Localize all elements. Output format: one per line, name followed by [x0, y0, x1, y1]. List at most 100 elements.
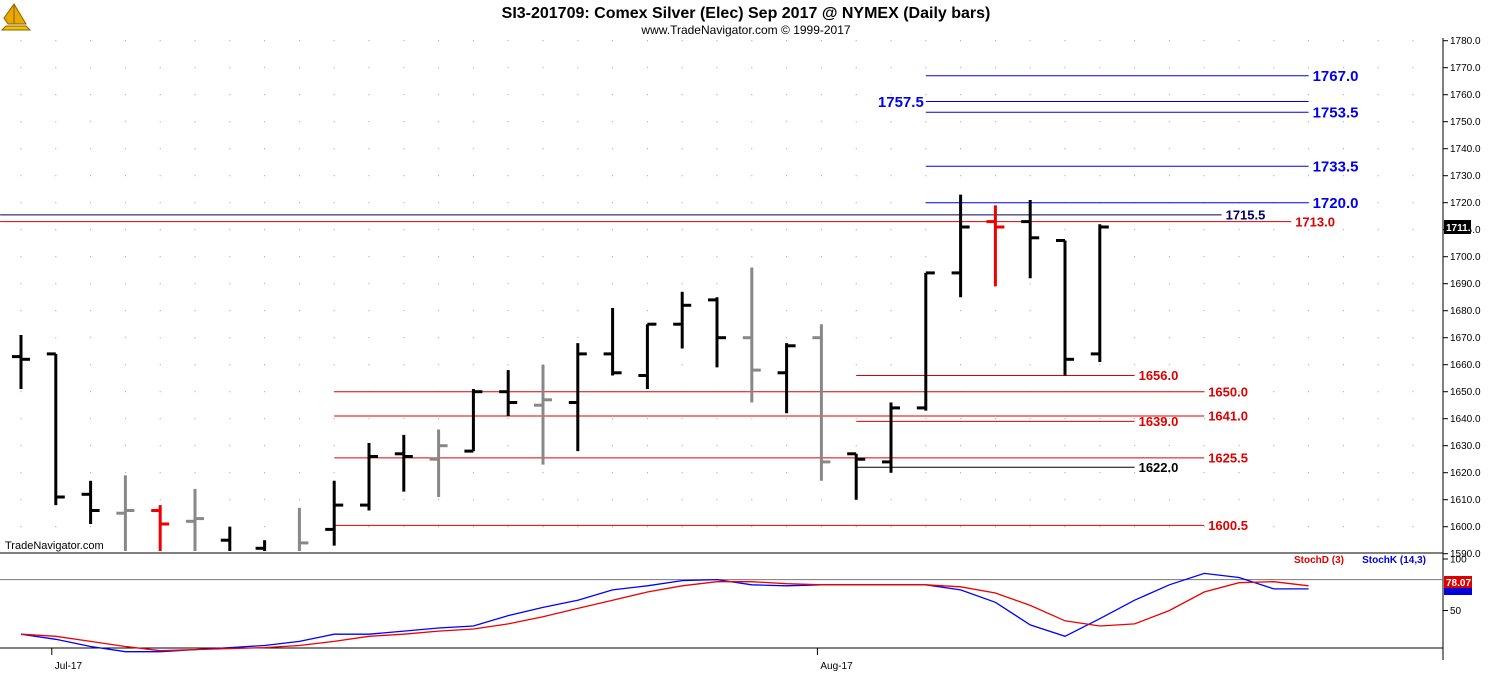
price-axis: 1590.0 1600.0 1610.0 1620.0 1630.0 1640.0 1650… — [1443, 36, 1481, 560]
grid-dot — [20, 310, 22, 312]
grid-dot — [855, 40, 857, 42]
grid-dot — [298, 121, 300, 123]
grid-dot — [716, 202, 718, 204]
grid-dot — [472, 526, 474, 528]
grid-dot — [264, 229, 266, 231]
grid-dot — [855, 256, 857, 258]
grid-dot — [1342, 202, 1344, 204]
grid-dot — [1377, 67, 1379, 69]
grid-dot — [368, 310, 370, 312]
grid-dot — [333, 94, 335, 96]
grid-dot — [1412, 40, 1414, 42]
grid-dot — [1342, 337, 1344, 339]
grid-dot — [820, 67, 822, 69]
grid-dot — [855, 175, 857, 177]
grid-dot — [1029, 337, 1031, 339]
grid-dot — [646, 94, 648, 96]
grid-dot — [925, 499, 927, 501]
grid-dot — [890, 40, 892, 42]
grid-dot — [55, 229, 57, 231]
grid-dot — [577, 94, 579, 96]
grid-dot — [1273, 229, 1275, 231]
grid-dot — [542, 148, 544, 150]
grid-dot — [646, 202, 648, 204]
grid-dot — [55, 202, 57, 204]
grid-dot — [1412, 526, 1414, 528]
grid-dot — [1377, 202, 1379, 204]
grid-dot — [542, 67, 544, 69]
grid-dot — [716, 472, 718, 474]
grid-dot — [1412, 229, 1414, 231]
grid-dot — [681, 256, 683, 258]
grid-dot — [1377, 445, 1379, 447]
grid-dot — [925, 256, 927, 258]
ohlc-bar — [777, 343, 796, 414]
grid-dot — [229, 229, 231, 231]
grid-dot — [298, 445, 300, 447]
grid-dot — [542, 283, 544, 285]
grid-dot — [1168, 256, 1170, 258]
grid-dot — [1238, 67, 1240, 69]
grid-dot — [438, 175, 440, 177]
grid-dot — [786, 472, 788, 474]
grid-dot — [786, 310, 788, 312]
grid-dot — [925, 418, 927, 420]
last-price-box — [1444, 220, 1471, 234]
ohlc-bar — [1056, 239, 1074, 376]
grid-dot — [1342, 175, 1344, 177]
level-label: 1715.5 — [1226, 208, 1266, 223]
grid-dot — [925, 40, 927, 42]
grid-dot — [472, 337, 474, 339]
grid-dot — [751, 499, 753, 501]
last-price-label: 1711.0 — [1446, 223, 1476, 234]
grid-dot — [716, 148, 718, 150]
level-label: 1600.5 — [1208, 518, 1248, 533]
grid-dot — [925, 148, 927, 150]
grid-dot — [925, 121, 927, 123]
grid-dot — [20, 445, 22, 447]
grid-dot — [646, 526, 648, 528]
grid-dot — [1099, 94, 1101, 96]
stochk-line — [20, 572, 1309, 653]
grid-dot — [1099, 526, 1101, 528]
grid-dot — [1377, 418, 1379, 420]
grid-dot — [55, 256, 57, 258]
grid-dot — [577, 229, 579, 231]
grid-dot — [612, 499, 614, 501]
grid-dot — [1203, 445, 1205, 447]
grid-dot — [90, 40, 92, 42]
grid-dot — [229, 67, 231, 69]
grid-dot — [159, 364, 161, 366]
grid-dot — [472, 364, 474, 366]
ohlc-bar — [603, 308, 622, 376]
grid-dot — [1168, 445, 1170, 447]
grid-dot — [124, 472, 126, 474]
grid-dot — [1099, 472, 1101, 474]
x-tick-label: Aug-17 — [820, 661, 853, 672]
grid-dot — [890, 175, 892, 177]
grid-dot — [1168, 148, 1170, 150]
grid-dot — [333, 364, 335, 366]
grid-dot — [333, 202, 335, 204]
grid-dot — [194, 472, 196, 474]
grid-dot — [472, 499, 474, 501]
grid-dot — [1238, 148, 1240, 150]
x-axis: Jul-17 Aug-17 — [51, 648, 853, 672]
grid-dot — [298, 472, 300, 474]
grid-dot — [472, 67, 474, 69]
grid-dot — [1099, 364, 1101, 366]
grid-dot — [1412, 418, 1414, 420]
ohlc-bar — [81, 480, 100, 524]
grid-dot — [1238, 94, 1240, 96]
legend-stochd: StochD (3) — [1294, 555, 1344, 566]
grid-dot — [994, 121, 996, 123]
grid-dot — [507, 94, 509, 96]
grid-dot — [1377, 229, 1379, 231]
x-tick-label: Jul-17 — [55, 661, 83, 672]
grid-dot — [716, 67, 718, 69]
grid-dot — [1064, 175, 1066, 177]
grid-dot — [298, 256, 300, 258]
grid-dot — [1029, 499, 1031, 501]
grid-dot — [1238, 121, 1240, 123]
grid-dot — [298, 40, 300, 42]
